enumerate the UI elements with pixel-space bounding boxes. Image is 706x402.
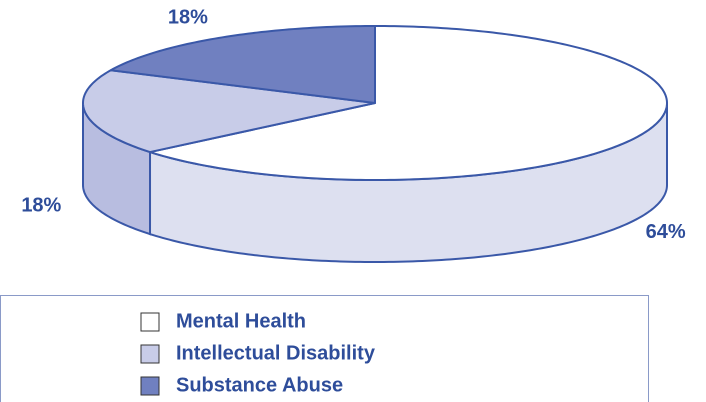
legend-swatch xyxy=(140,312,160,332)
value-label: 18% xyxy=(21,194,61,216)
legend-label: Mental Health xyxy=(176,310,306,332)
legend-swatch xyxy=(140,376,160,396)
legend-box xyxy=(0,295,649,402)
legend-label: Intellectual Disability xyxy=(176,342,376,364)
pie-slice xyxy=(82,69,376,154)
legend-swatch xyxy=(140,344,160,364)
pie-slice xyxy=(109,25,376,104)
legend-label: Substance Abuse xyxy=(176,374,343,396)
value-label: 18% xyxy=(168,7,208,29)
value-label: 64% xyxy=(646,221,686,243)
pie-slice xyxy=(149,25,668,181)
